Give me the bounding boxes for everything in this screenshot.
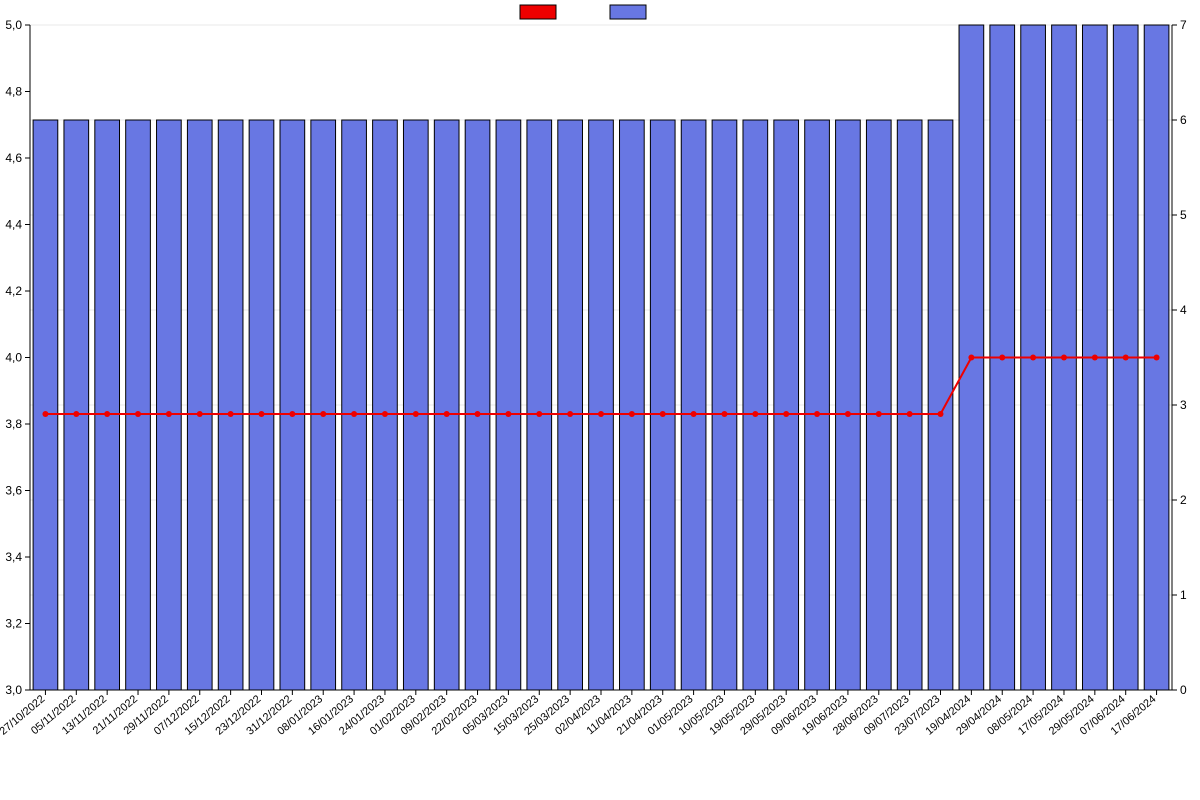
bar [95,120,120,690]
legend-bar-swatch [610,5,646,19]
line-marker [444,411,450,417]
bar [126,120,151,690]
line-marker [382,411,388,417]
bar [527,120,552,690]
left-axis-tick-label: 4,0 [5,351,22,365]
line-marker [660,411,666,417]
combo-chart: 3,0 3,2 3,4 3,6 3,8 4,0 4,2 4,4 4,6 4,8 5,0 0 1 2 3 4 5 6… [0,0,1200,800]
line-marker [752,411,758,417]
left-axis-tick-label: 3,4 [5,550,22,564]
bar [218,120,243,690]
bar [589,120,614,690]
line-marker [845,411,851,417]
line-marker [598,411,604,417]
line-marker [691,411,697,417]
bar [897,120,922,690]
right-axis-tick-label: 7 [1180,18,1187,32]
bar [187,120,212,690]
bar [620,120,645,690]
right-axis-tick-label: 5 [1180,208,1187,222]
line-marker [783,411,789,417]
bar [712,120,737,690]
bar [836,120,861,690]
bar [805,120,830,690]
bar [743,120,768,690]
line-marker [1123,355,1129,361]
left-axis-tick-label: 3,0 [5,683,22,697]
line-marker [1092,355,1098,361]
right-axis-tick-label: 2 [1180,493,1187,507]
left-axis-tick-label: 4,4 [5,218,22,232]
bar [64,120,89,690]
line-marker [536,411,542,417]
line-marker [475,411,481,417]
right-axis-tick-label: 6 [1180,113,1187,127]
legend-line-swatch [520,5,556,19]
bar [774,120,799,690]
line-marker [999,355,1005,361]
bar [280,120,305,690]
line-marker [629,411,635,417]
left-axis-tick-label: 3,6 [5,484,22,498]
line-marker [567,411,573,417]
line-marker [1154,355,1160,361]
bar [434,120,459,690]
line-marker [42,411,48,417]
line-marker [258,411,264,417]
line-marker [351,411,357,417]
right-axis-tick-label: 0 [1180,683,1187,697]
chart-svg: 3,0 3,2 3,4 3,6 3,8 4,0 4,2 4,4 4,6 4,8 5,0 0 1 2 3 4 5 6… [0,0,1200,800]
bar [157,120,182,690]
line-marker [413,411,419,417]
line-marker [104,411,110,417]
line-marker [721,411,727,417]
bar [33,120,58,690]
bar [342,120,367,690]
line-marker [876,411,882,417]
line-marker [1061,355,1067,361]
line-marker [968,355,974,361]
line-marker [938,411,944,417]
line-marker [505,411,511,417]
bar [465,120,490,690]
line-marker [197,411,203,417]
left-axis-tick-label: 3,2 [5,617,22,631]
bar [249,120,274,690]
bar [403,120,428,690]
line-marker [320,411,326,417]
line-marker [73,411,79,417]
bar [496,120,521,690]
line-marker [166,411,172,417]
bar [650,120,675,690]
bar [928,120,953,690]
bar [866,120,891,690]
right-axis-tick-label: 4 [1180,303,1187,317]
left-axis-tick-label: 4,2 [5,284,22,298]
line-marker [814,411,820,417]
bar [373,120,398,690]
left-axis-tick-label: 5,0 [5,18,22,32]
right-axis-tick-label: 1 [1180,588,1187,602]
line-marker [135,411,141,417]
line-marker [289,411,295,417]
bar [558,120,583,690]
line-marker [228,411,234,417]
line-marker [907,411,913,417]
bar [311,120,336,690]
left-axis-tick-label: 3,8 [5,417,22,431]
bar [681,120,706,690]
left-axis-tick-label: 4,8 [5,85,22,99]
left-axis-tick-label: 4,6 [5,151,22,165]
line-marker [1030,355,1036,361]
right-axis-tick-label: 3 [1180,398,1187,412]
